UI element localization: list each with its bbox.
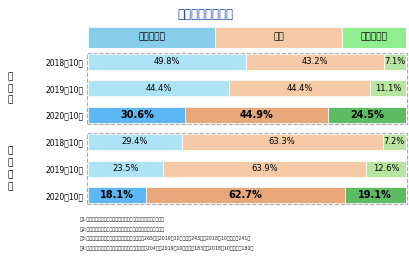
- Text: 注1:「不足」計は、「非常に不足」「不足」「やや不足」の合計: 注1:「不足」計は、「非常に不足」「不足」「やや不足」の合計: [80, 217, 165, 222]
- Text: 49.8%: 49.8%: [154, 57, 180, 66]
- Bar: [88, 107, 185, 123]
- Text: 7.1%: 7.1%: [383, 57, 405, 66]
- Bar: [229, 80, 369, 97]
- Bar: [86, 133, 407, 204]
- Bar: [369, 80, 405, 97]
- Bar: [88, 54, 246, 70]
- Text: 62.7%: 62.7%: [228, 191, 261, 200]
- Bar: [344, 187, 405, 204]
- Bar: [327, 107, 405, 123]
- Text: 23.5%: 23.5%: [112, 164, 138, 173]
- Bar: [88, 134, 181, 150]
- Text: 7.2%: 7.2%: [382, 138, 404, 146]
- Text: 「不足」計: 「不足」計: [138, 33, 165, 42]
- Text: 非
正
社
員: 非 正 社 員: [7, 146, 13, 191]
- Bar: [88, 187, 145, 204]
- Text: 63.3%: 63.3%: [268, 138, 295, 146]
- Bar: [246, 54, 383, 70]
- Text: 44.4%: 44.4%: [286, 84, 312, 93]
- Bar: [88, 161, 162, 177]
- Text: 30.6%: 30.6%: [119, 110, 153, 120]
- Bar: [383, 54, 405, 70]
- Bar: [185, 107, 327, 123]
- Text: 63.9%: 63.9%: [250, 164, 277, 173]
- Text: 「過剰」計: 「過剰」計: [360, 33, 387, 42]
- Text: 正
社
員: 正 社 員: [7, 72, 13, 105]
- Bar: [342, 27, 405, 48]
- Text: 43.2%: 43.2%: [301, 57, 328, 66]
- Text: 44.9%: 44.9%: [239, 110, 273, 120]
- Bar: [88, 27, 215, 48]
- Bar: [181, 134, 382, 150]
- Text: 29.4%: 29.4%: [121, 138, 148, 146]
- Bar: [382, 134, 405, 150]
- Bar: [215, 27, 342, 48]
- Text: 24.5%: 24.5%: [349, 110, 383, 120]
- Text: 従業員の過不足感: 従業員の過不足感: [177, 8, 232, 21]
- Text: 適正: 適正: [273, 33, 283, 42]
- Text: 11.1%: 11.1%: [374, 84, 400, 93]
- Text: 注3:正社員の母数は「該当なし／無回答」を除く265社。2019年10月調査は243社、2018年10月調査は241社: 注3:正社員の母数は「該当なし／無回答」を除く265社。2019年10月調査は2…: [80, 236, 251, 241]
- Text: 44.4%: 44.4%: [145, 84, 171, 93]
- Bar: [88, 80, 229, 97]
- Bar: [86, 53, 407, 124]
- Text: 19.1%: 19.1%: [357, 191, 391, 200]
- Text: 12.6%: 12.6%: [372, 164, 398, 173]
- Bar: [162, 161, 365, 177]
- Text: 18.1%: 18.1%: [100, 191, 133, 200]
- Bar: [145, 187, 344, 204]
- Text: 注4:非正社員の母数は「該当なし／無回答」を除く204社。2019年10月調査は183社、2018年10月調査は180社: 注4:非正社員の母数は「該当なし／無回答」を除く204社。2019年10月調査は…: [80, 246, 254, 251]
- Bar: [365, 161, 405, 177]
- Text: 注2:「過剰」計は、「非常に過剰」「過剰」「やや過剰」の合計: 注2:「過剰」計は、「非常に過剰」「過剰」「やや過剰」の合計: [80, 227, 165, 232]
